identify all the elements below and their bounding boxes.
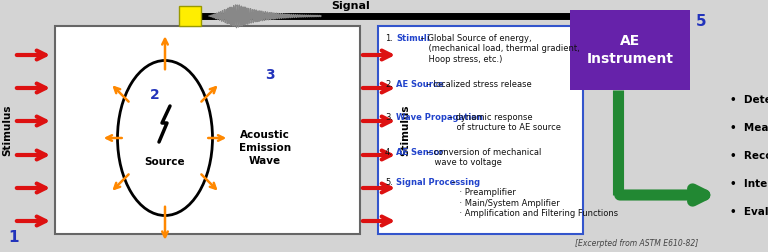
Text: [Excerpted from ASTM E610-82]: [Excerpted from ASTM E610-82]	[575, 239, 698, 248]
Text: 1: 1	[8, 231, 18, 245]
Text: Stimulus: Stimulus	[400, 104, 410, 156]
Text: 2: 2	[150, 88, 160, 102]
Text: •  Interpretation: • Interpretation	[730, 179, 768, 189]
Text: AE Sensor: AE Sensor	[396, 148, 444, 157]
Bar	[570, 10, 690, 90]
Text: Source: Source	[144, 157, 185, 167]
Bar	[179, 6, 201, 26]
Text: 4.: 4.	[385, 148, 393, 157]
Text: Signal: Signal	[331, 1, 369, 11]
Bar	[55, 26, 360, 234]
Text: 3.: 3.	[385, 113, 393, 122]
Text: 5: 5	[696, 15, 707, 29]
Text: •  Detection: • Detection	[730, 95, 768, 105]
Text: AE Source: AE Source	[396, 80, 444, 89]
Text: •  Recording: • Recording	[730, 151, 768, 161]
Text: AE
Instrument: AE Instrument	[587, 34, 674, 66]
Text: 5.: 5.	[385, 178, 393, 187]
Text: – dynamic response
    of structure to AE source: – dynamic response of structure to AE so…	[446, 113, 561, 132]
Text: 4: 4	[157, 0, 167, 2]
Text: – localized stress release: – localized stress release	[424, 80, 531, 89]
Text: Acoustic
Emission
Wave: Acoustic Emission Wave	[239, 130, 291, 166]
Text: – Global Source of energy,
    (mechanical load, thermal gradient,
    Hoop stre: – Global Source of energy, (mechanical l…	[418, 34, 580, 64]
Text: – conversion of mechanical
    wave to voltage: – conversion of mechanical wave to volta…	[424, 148, 541, 167]
Text: Signal Processing: Signal Processing	[396, 178, 480, 187]
Text: 2.: 2.	[385, 80, 393, 89]
Text: –
    · Preamplifier
    · Main/System Amplifier
    · Amplification and Filteri: – · Preamplifier · Main/System Amplifier…	[449, 178, 618, 218]
Text: 3: 3	[265, 68, 275, 82]
Text: Sensor: Sensor	[195, 0, 238, 2]
Text: •  Measurement: • Measurement	[730, 123, 768, 133]
Text: 1.: 1.	[385, 34, 393, 43]
Text: Stimuli: Stimuli	[396, 34, 430, 43]
Text: •  Evaluation: • Evaluation	[730, 207, 768, 217]
Bar	[378, 26, 583, 234]
Text: Wave Propagation: Wave Propagation	[396, 113, 483, 122]
Text: Stimulus: Stimulus	[2, 104, 12, 156]
